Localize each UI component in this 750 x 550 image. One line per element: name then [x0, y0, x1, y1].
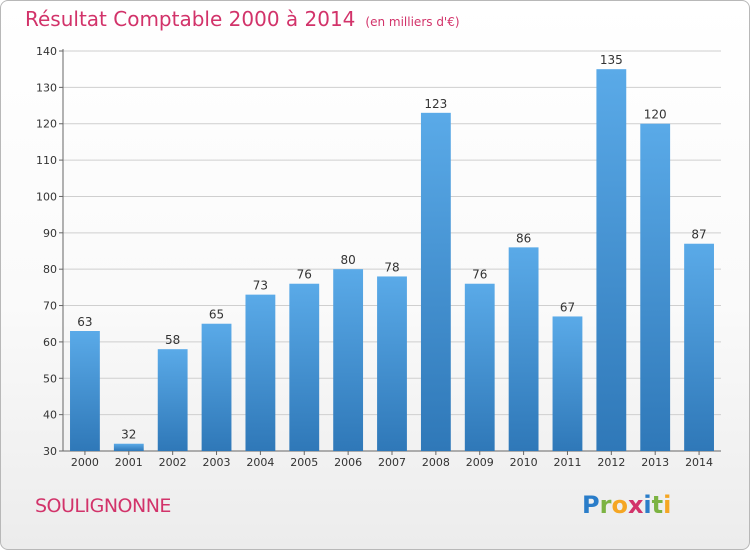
bar-value-label: 135: [600, 53, 623, 67]
bar-value-label: 76: [472, 268, 487, 282]
x-tick-label: 2014: [685, 456, 713, 469]
bar-value-label: 73: [253, 279, 268, 293]
bar-2006: [333, 269, 364, 451]
chart-title: Résultat Comptable 2000 à 2014 (en millie…: [25, 7, 460, 31]
bar-2004: [245, 294, 276, 451]
logo-letter: P: [582, 491, 600, 519]
y-tick-label: 120: [36, 118, 57, 131]
bar-value-label: 87: [691, 228, 706, 242]
x-tick-label: 2013: [641, 456, 669, 469]
x-tick-label: 2009: [466, 456, 494, 469]
y-tick-label: 130: [36, 81, 57, 94]
bar-2008: [420, 112, 451, 452]
bar-2009: [464, 283, 495, 451]
logo-letter: x: [627, 491, 644, 519]
bar-value-label: 65: [209, 308, 224, 322]
bar-2003: [201, 323, 232, 451]
x-tick-label: 2002: [159, 456, 187, 469]
bar-2007: [377, 276, 407, 451]
y-tick-label: 60: [43, 336, 57, 349]
bar-2002: [157, 349, 188, 451]
label-layer: 63 32 58 65 73 76 80 78 123 76 86 67 135 120 87: [77, 53, 706, 442]
bar-2012: [596, 69, 627, 451]
bar-value-label: 58: [165, 333, 180, 347]
y-tick-label: 70: [43, 300, 57, 313]
x-tick-label: 2007: [378, 456, 406, 469]
logo-letter: i: [663, 491, 672, 519]
logo-letter: r: [599, 491, 612, 519]
logo-letter: t: [651, 491, 664, 519]
bar-value-label: 76: [297, 268, 312, 282]
bar-layer: [70, 69, 714, 452]
bar-value-label: 86: [516, 231, 531, 245]
bar-2013: [640, 123, 671, 452]
bar-2005: [289, 283, 320, 451]
y-tick-label: 40: [43, 409, 57, 422]
bar-2001: [113, 443, 144, 451]
x-tick-label: 2006: [334, 456, 362, 469]
logo-letter: i: [643, 491, 652, 519]
chart-subtitle: (en milliers d'€): [365, 15, 460, 29]
bar-2014: [684, 243, 714, 451]
x-tick-label: 2001: [115, 456, 143, 469]
logo-letter: o: [611, 491, 628, 519]
bar-value-label: 63: [77, 315, 92, 329]
bar-value-label: 80: [340, 253, 355, 267]
bar-value-label: 120: [644, 108, 667, 122]
x-tick-label: 2011: [553, 456, 581, 469]
bar-2000: [70, 331, 100, 451]
x-tick-label: 2004: [246, 456, 274, 469]
x-tick-label: 2012: [597, 456, 625, 469]
bar-value-label: 78: [384, 260, 399, 274]
bar-value-label: 123: [424, 97, 447, 111]
y-tick-label: 80: [43, 263, 57, 276]
proxiti-logo: Proxiti: [582, 491, 671, 519]
bar-value-label: 32: [121, 428, 136, 442]
y-tick-label: 140: [36, 45, 57, 58]
y-tick-label: 110: [36, 154, 57, 167]
y-tick-label: 30: [43, 445, 57, 458]
y-tick-label: 90: [43, 227, 57, 240]
bar-2010: [508, 247, 539, 451]
y-tick-label: 50: [43, 372, 57, 385]
x-tick-label: 2005: [290, 456, 318, 469]
x-tick-label: 2000: [71, 456, 99, 469]
y-tick-label: 100: [36, 190, 57, 203]
bar-2011: [552, 316, 583, 451]
x-tick-label: 2010: [510, 456, 538, 469]
place-name: SOULIGNONNE: [35, 495, 171, 517]
x-tick-label: 2003: [203, 456, 231, 469]
bar-value-label: 67: [560, 300, 575, 314]
chart-title-text: Résultat Comptable 2000 à 2014: [25, 7, 356, 31]
x-tick-label: 2008: [422, 456, 450, 469]
